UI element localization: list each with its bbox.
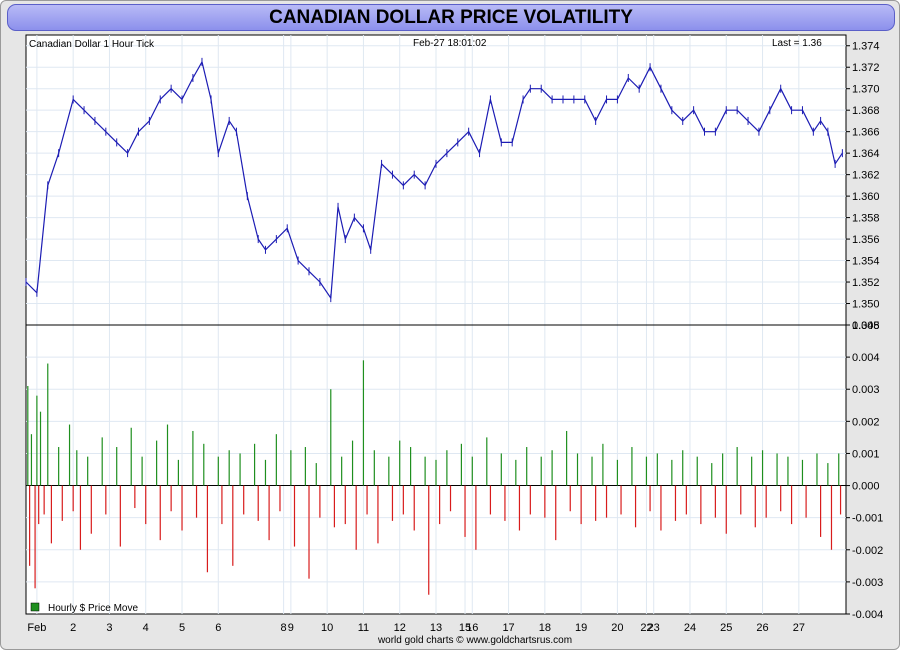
move-axis-tick-label: 0.005 <box>852 320 880 332</box>
price-axis-tick-label: 1.370 <box>852 84 880 96</box>
x-axis-tick-label: 20 <box>611 622 623 634</box>
legend-swatch <box>30 602 40 612</box>
x-axis-tick-label: 2 <box>70 622 76 634</box>
move-axis-tick-label: 0.000 <box>852 481 880 493</box>
x-axis-tick-label: 11 <box>358 622 369 634</box>
move-axis-tick-label: -0.002 <box>852 545 883 557</box>
x-axis-tick-label: 16 <box>466 622 478 634</box>
last-value-label: Last = 1.36 <box>772 38 822 49</box>
x-axis-tick-label: 19 <box>575 622 587 634</box>
move-axis-tick-label: -0.001 <box>852 513 883 525</box>
price-axis-tick-label: 1.362 <box>852 170 880 182</box>
x-axis-tick-label: 25 <box>720 622 732 634</box>
x-axis-tick-label: 6 <box>215 622 221 634</box>
move-axis-tick-label: -0.004 <box>852 609 883 621</box>
x-axis-tick-label: 15 <box>459 622 471 634</box>
axis-labels: 1.374 1.372 1.370 1.368 1.366 1.364 1.362 1.360… <box>27 41 883 634</box>
x-axis-tick-label: 13 <box>430 622 442 634</box>
legend-label: Hourly $ Price Move <box>48 603 138 614</box>
price-axis-tick-label: 1.358 <box>852 213 880 225</box>
move-axis-tick-label: 0.003 <box>852 384 880 396</box>
price-axis-tick-label: 1.372 <box>852 62 880 74</box>
price-axis-tick-label: 1.366 <box>852 127 880 139</box>
price-axis-tick-label: 1.374 <box>852 41 880 53</box>
x-axis-tick-label: 3 <box>106 622 112 634</box>
upper-chart-title: Canadian Dollar 1 Hour Tick <box>29 39 155 50</box>
x-axis-tick-label: 4 <box>143 622 149 634</box>
price-axis-tick-label: 1.364 <box>852 148 880 160</box>
x-axis-tick-label: 5 <box>179 622 185 634</box>
price-axis-tick-label: 1.356 <box>852 234 880 246</box>
x-axis-tick-label: 9 <box>288 622 294 634</box>
price-series <box>25 57 843 303</box>
price-line <box>25 61 843 299</box>
x-axis-tick-label: 8 <box>281 622 287 634</box>
x-axis-tick-label: 24 <box>684 622 696 634</box>
x-axis-tick-label: Feb <box>27 622 46 634</box>
move-axis-tick-label: 0.001 <box>852 448 880 460</box>
move-axis-tick-label: 0.004 <box>852 352 880 364</box>
x-axis-tick-label: 17 <box>502 622 514 634</box>
price-axis-tick-label: 1.352 <box>852 277 880 289</box>
x-axis-tick-label: 27 <box>793 622 805 634</box>
grid-lines <box>26 35 846 614</box>
x-axis-tick-label: 22 <box>640 622 652 634</box>
chart-timestamp: Feb-27 18:01:02 <box>413 38 487 49</box>
credit-text: world gold charts © www.goldchartsrus.co… <box>377 635 572 646</box>
x-axis-tick-label: 26 <box>756 622 768 634</box>
move-axis-tick-label: 0.002 <box>852 416 880 428</box>
x-axis-tick-label: 23 <box>648 622 660 634</box>
x-axis-tick-label: 12 <box>394 622 406 634</box>
x-axis-tick-label: 18 <box>539 622 551 634</box>
price-axis-tick-label: 1.360 <box>852 191 880 203</box>
price-axis-tick-label: 1.368 <box>852 105 880 117</box>
page-title: CANADIAN DOLLAR PRICE VOLATILITY <box>7 4 895 31</box>
x-axis-tick-label: 10 <box>321 622 333 634</box>
price-axis-tick-label: 1.354 <box>852 256 880 268</box>
price-move-bars <box>26 360 846 595</box>
price-axis-tick-label: 1.350 <box>852 299 880 311</box>
move-axis-tick-label: -0.003 <box>852 577 883 589</box>
price-axis-tick-label: 1.348 <box>852 320 880 332</box>
